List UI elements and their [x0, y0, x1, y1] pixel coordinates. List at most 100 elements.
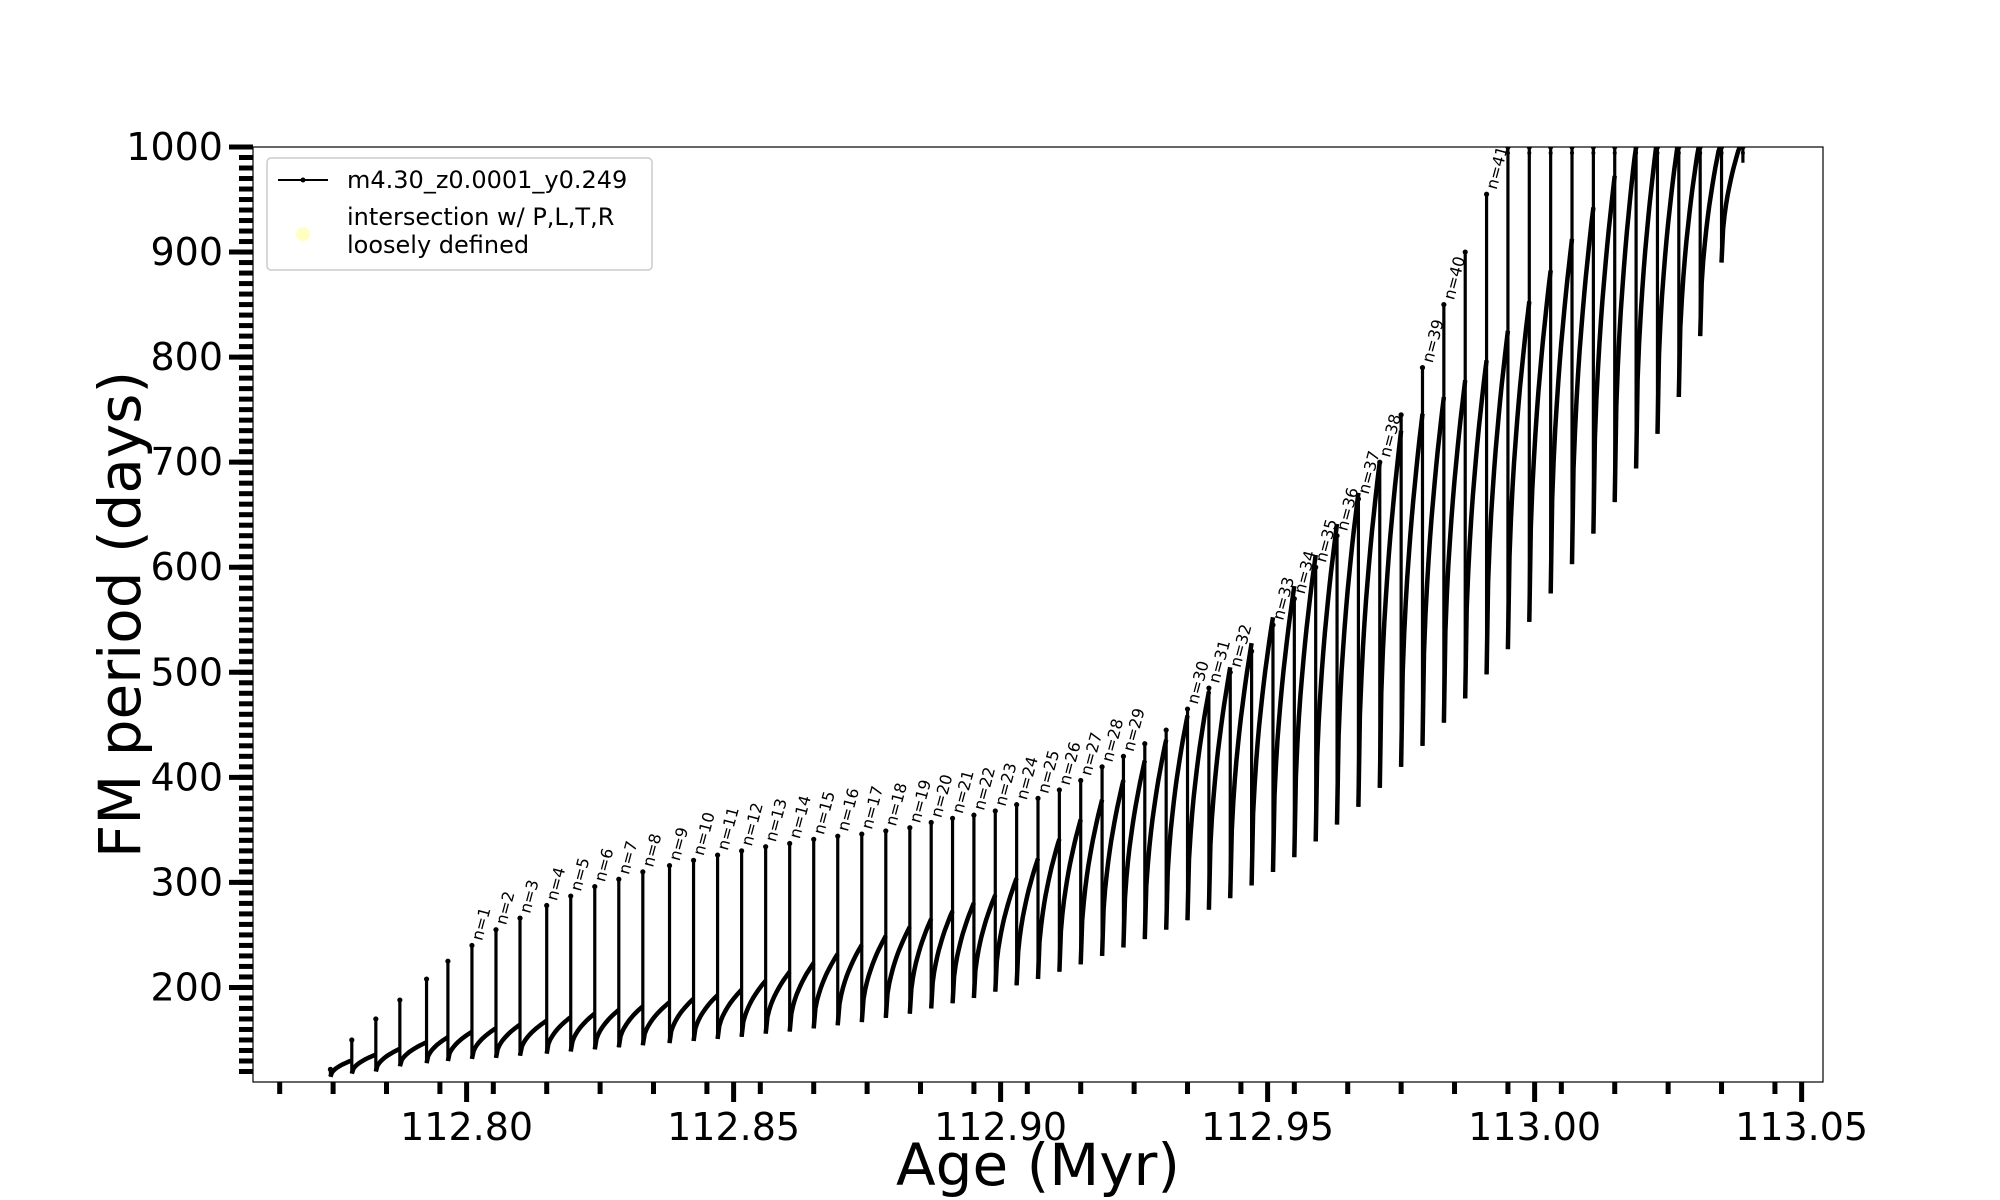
series-segment: [1484, 330, 1511, 675]
y-tick-label: 400: [150, 755, 223, 799]
pulse-clip-point: [1505, 151, 1510, 155]
series-segment: [349, 1052, 377, 1075]
series-segment: [568, 1011, 597, 1052]
series-segment: [907, 917, 934, 1014]
series-segment: [640, 1000, 671, 1046]
series-segment: [1633, 147, 1660, 469]
series-segment: [397, 1040, 428, 1067]
pulse-top-point: [1398, 412, 1404, 418]
pulse-clip-point: [1634, 151, 1639, 155]
pulse-top-point: [1676, 147, 1682, 150]
pulse-top-point: [949, 815, 956, 821]
pulse-top-point: [616, 876, 622, 882]
legend-dot-marker: [300, 177, 306, 183]
pulse-clip-point: [1676, 151, 1681, 155]
series-segment: [1270, 585, 1297, 872]
pulse-top-point: [1569, 147, 1575, 150]
series-segment: [1398, 413, 1425, 767]
pulse-clip-point: [1527, 151, 1532, 155]
pulse-top-point: [1120, 753, 1127, 759]
pulse-top-point: [1334, 533, 1340, 539]
series-segment: [1249, 616, 1276, 886]
series-segment: [1227, 642, 1254, 899]
series-segment: [1057, 818, 1083, 972]
pulse-top-point: [1249, 648, 1255, 654]
series-segment: [1569, 207, 1596, 565]
pulse-top-point: [423, 976, 430, 982]
series-segment: [373, 1046, 401, 1073]
series-segment: [739, 979, 768, 1038]
series-segment: [616, 1004, 645, 1048]
x-tick-label: 113.05: [1735, 1105, 1868, 1149]
pulse-top-point: [992, 808, 998, 814]
pulse-top-point: [714, 852, 721, 858]
series-segment: [469, 1026, 498, 1060]
x-axis-label: Age (Myr): [896, 1131, 1180, 1199]
pulse-clip-point: [1548, 151, 1553, 155]
series-segment: [971, 894, 998, 999]
legend-circle-marker: [296, 227, 310, 241]
plot-area: [327, 147, 1746, 1078]
series-segment: [950, 902, 976, 1004]
pulse-top-point: [739, 848, 745, 854]
series-segment: [1655, 147, 1680, 434]
pulse-top-point: [349, 1037, 355, 1043]
pulse-top-point: [1035, 795, 1041, 801]
series-segment: [1612, 147, 1639, 503]
y-axis-label: FM period (days): [86, 371, 154, 858]
plot-frame: [252, 146, 1824, 1083]
series-segment: [763, 970, 792, 1034]
pulse-top-point: [859, 831, 865, 837]
pulse-top-point: [493, 927, 499, 933]
pulse-top-point: [1548, 147, 1554, 150]
pulse-top-point: [445, 958, 451, 964]
pulse-clip-point: [1740, 151, 1745, 155]
legend-label-series: m4.30_z0.0001_y0.249: [347, 166, 627, 194]
legend-label-line-2: loosely defined: [347, 231, 529, 259]
pulse-top-point: [811, 836, 817, 842]
legend-label-line-1: intersection w/ P,L,T,R: [347, 203, 614, 231]
series-segment: [445, 1029, 474, 1062]
series-segment: [1420, 396, 1447, 746]
series-segment: [1078, 799, 1105, 965]
pulse-top-point: [1270, 622, 1276, 628]
x-tick-label: 113.00: [1468, 1105, 1601, 1149]
pulse-top-point: [1078, 777, 1084, 784]
series-segment: [883, 925, 912, 1019]
pulse-top-point: [1184, 706, 1191, 712]
series-segment: [544, 1015, 573, 1054]
legend-label-intersection: intersection w/ P,L,T,R loosely defined: [347, 203, 614, 259]
pulse-top-point: [690, 857, 697, 863]
x-tick-label: 112.95: [1201, 1105, 1334, 1149]
series-segment: [424, 1035, 450, 1064]
series-segment: [1142, 739, 1169, 940]
pulse-top-point: [1740, 147, 1746, 150]
series-segment: [928, 909, 955, 1009]
pulse-top-point: [397, 997, 403, 1003]
pulse-top-point: [1313, 564, 1319, 570]
pulse-labels: n=1n=2n=3 n=4n=5n=6n=7n=8 n=9n=10n=11n=12n…: [467, 144, 1511, 942]
series-segment: [1719, 147, 1744, 263]
y-tick-label: 600: [150, 545, 223, 589]
series-segment: [1356, 461, 1383, 807]
series-segment: [1462, 360, 1489, 699]
series-segment: [1676, 147, 1701, 398]
pulse-top-point: [1163, 727, 1169, 733]
pulse-top-point: [1697, 147, 1703, 150]
series-segment: [1121, 760, 1147, 948]
series-segment: [667, 997, 696, 1044]
pulse-top-point: [666, 862, 673, 869]
pulse-top-point: [469, 942, 475, 949]
series-segment: [1313, 523, 1340, 842]
pulse-top-point: [1441, 301, 1447, 308]
pulse-clip-point: [1719, 151, 1724, 155]
y-axis: 200 300 400 500 600 700 800 900 1000: [126, 125, 253, 1074]
series-segment: [1014, 857, 1041, 986]
series-segment: [1185, 691, 1212, 921]
series-segment: [859, 934, 888, 1023]
pulse-top-point: [1142, 741, 1148, 747]
pulse-top-point: [517, 915, 523, 921]
series-segment: [1591, 175, 1617, 534]
y-tick-label: 900: [150, 230, 223, 274]
pulse-top-point: [640, 869, 646, 875]
